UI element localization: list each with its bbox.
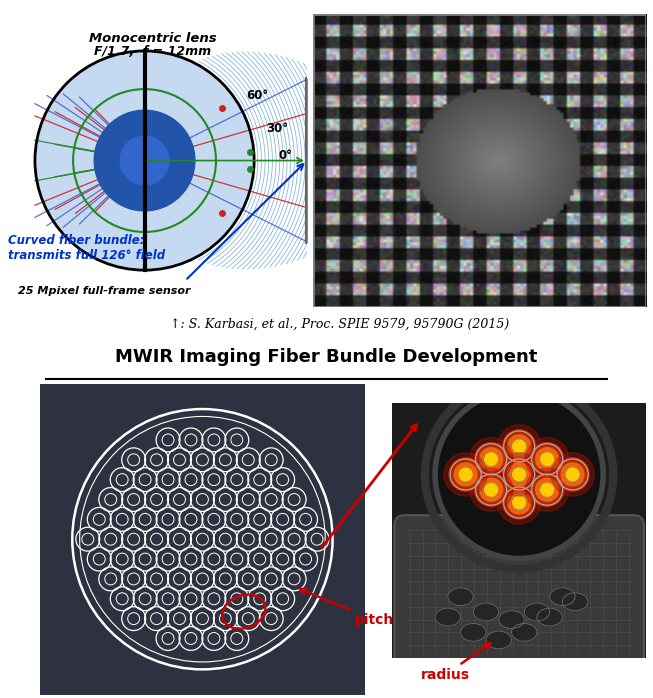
FancyBboxPatch shape [392, 403, 646, 658]
Circle shape [475, 473, 507, 506]
Circle shape [535, 478, 558, 501]
Text: MWIR Imaging Fiber Bundle Development: MWIR Imaging Fiber Bundle Development [116, 348, 537, 366]
Circle shape [485, 453, 498, 466]
Circle shape [513, 468, 526, 481]
Circle shape [498, 453, 541, 496]
Text: Curved fiber bundle:
transmits full 126° field: Curved fiber bundle: transmits full 126°… [8, 234, 165, 262]
Circle shape [94, 110, 195, 211]
Circle shape [507, 463, 531, 486]
Circle shape [470, 438, 513, 481]
Circle shape [526, 468, 569, 512]
Ellipse shape [562, 593, 588, 611]
Circle shape [449, 458, 482, 491]
Ellipse shape [460, 623, 486, 641]
Circle shape [503, 430, 535, 463]
Text: 30°: 30° [266, 121, 289, 135]
Circle shape [485, 484, 498, 496]
Ellipse shape [524, 603, 550, 621]
Text: 0°: 0° [278, 149, 293, 162]
Ellipse shape [550, 588, 575, 606]
Circle shape [526, 438, 569, 481]
Text: radius: radius [421, 643, 490, 682]
Ellipse shape [473, 603, 499, 621]
Circle shape [541, 484, 554, 496]
Ellipse shape [499, 611, 524, 628]
Circle shape [120, 136, 169, 185]
Circle shape [35, 51, 254, 270]
Circle shape [454, 463, 477, 486]
Circle shape [498, 481, 541, 524]
Circle shape [507, 435, 531, 458]
Circle shape [475, 443, 507, 476]
Circle shape [551, 453, 594, 496]
Text: Monocentric lens: Monocentric lens [89, 32, 217, 45]
Circle shape [470, 468, 513, 512]
Ellipse shape [486, 631, 511, 649]
FancyBboxPatch shape [394, 515, 644, 668]
Circle shape [541, 453, 554, 466]
Circle shape [503, 486, 535, 519]
Text: 60°: 60° [246, 89, 268, 102]
Circle shape [513, 496, 526, 509]
Circle shape [435, 390, 603, 558]
Ellipse shape [537, 608, 562, 626]
Circle shape [561, 463, 584, 486]
Circle shape [566, 468, 579, 481]
Ellipse shape [511, 623, 537, 641]
Text: 25 Mpixel full-frame sensor: 25 Mpixel full-frame sensor [18, 286, 190, 297]
Circle shape [444, 453, 487, 496]
Circle shape [556, 458, 589, 491]
Ellipse shape [435, 608, 460, 626]
Circle shape [480, 447, 503, 470]
Text: ↑: S. Karbasi, et al., Proc. SPIE 9579, 95790G (2015): ↑: S. Karbasi, et al., Proc. SPIE 9579, … [170, 318, 509, 331]
Text: F/1.7,  f = 12mm: F/1.7, f = 12mm [94, 45, 211, 58]
Circle shape [498, 425, 541, 468]
Circle shape [513, 440, 526, 453]
Text: pitch: pitch [300, 588, 394, 627]
FancyBboxPatch shape [40, 384, 365, 695]
Circle shape [531, 443, 564, 476]
Circle shape [503, 458, 535, 491]
Ellipse shape [448, 588, 473, 606]
Circle shape [480, 478, 503, 501]
Circle shape [507, 491, 531, 514]
Circle shape [535, 447, 558, 470]
Circle shape [459, 468, 472, 481]
Circle shape [531, 473, 564, 506]
